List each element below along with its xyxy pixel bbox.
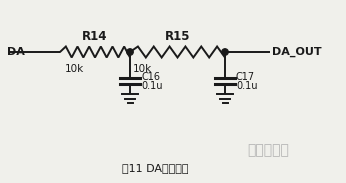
Text: 图11 DA转换电路: 图11 DA转换电路 xyxy=(122,163,188,173)
Text: 10k: 10k xyxy=(65,64,84,74)
Circle shape xyxy=(222,49,228,55)
Text: R15: R15 xyxy=(165,29,190,42)
Text: DA_OUT: DA_OUT xyxy=(272,47,322,57)
Text: 0.1u: 0.1u xyxy=(141,81,163,91)
Text: R14: R14 xyxy=(82,29,108,42)
Text: 10k: 10k xyxy=(133,64,152,74)
Circle shape xyxy=(127,49,133,55)
Text: 0.1u: 0.1u xyxy=(236,81,257,91)
Text: C16: C16 xyxy=(141,72,160,82)
Text: C17: C17 xyxy=(236,72,255,82)
Text: DA: DA xyxy=(7,47,25,57)
Text: 深圳宏力捷: 深圳宏力捷 xyxy=(247,143,289,157)
